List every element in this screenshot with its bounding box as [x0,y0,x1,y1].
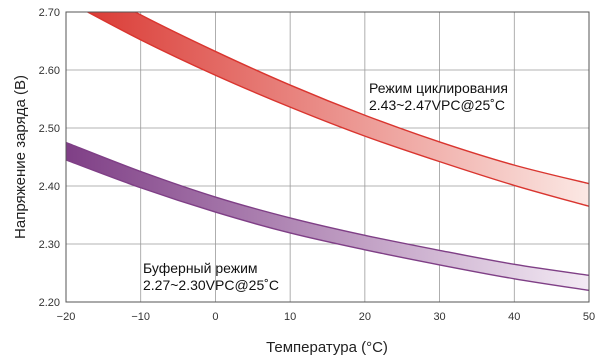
x-axis-title: Температура (°C) [266,339,388,356]
series-bands [66,12,589,292]
series-lower-line-0 [86,12,589,207]
y-tick-label: 2.30 [39,239,60,251]
annotation-float-name: Буферный режим [143,260,258,276]
y-tick-label: 2.60 [39,65,60,77]
annotation-float: Буферный режим 2.27~2.30VPC@25˚C [143,260,279,293]
series-upper-line-1 [66,141,589,277]
series-upper-line-0 [133,12,589,185]
y-tick-label: 2.20 [39,297,60,309]
annotation-float-range: 2.27~2.30VPC@25˚C [143,277,279,293]
y-tick-label: 2.40 [39,181,60,193]
x-tick-label: 20 [359,311,371,323]
y-axis-title: Напряжение заряда (В) [12,75,29,239]
x-axis-ticks: −20 −10 0 10 20 30 40 50 [57,311,595,323]
y-axis-ticks: 2.20 2.30 2.40 2.50 2.60 2.70 [39,7,60,309]
annotation-cycling: Режим циклирования 2.43~2.47VPC@25˚C [369,80,508,113]
y-tick-label: 2.50 [39,123,60,135]
x-tick-label: −10 [131,311,150,323]
series-band-1 [66,142,589,291]
x-tick-label: 50 [583,311,595,323]
x-tick-label: 40 [508,311,520,323]
x-tick-label: 10 [284,311,296,323]
plot-frame [65,11,590,303]
series-band-0 [87,12,589,207]
annotation-cycling-name: Режим циклирования [369,80,508,96]
grid [66,12,589,302]
series-lower-line-1 [66,159,589,292]
x-tick-label: −20 [57,311,76,323]
y-tick-label: 2.70 [39,7,60,19]
x-tick-label: 0 [212,311,218,323]
x-tick-label: 30 [433,311,445,323]
annotation-cycling-range: 2.43~2.47VPC@25˚C [369,97,505,113]
